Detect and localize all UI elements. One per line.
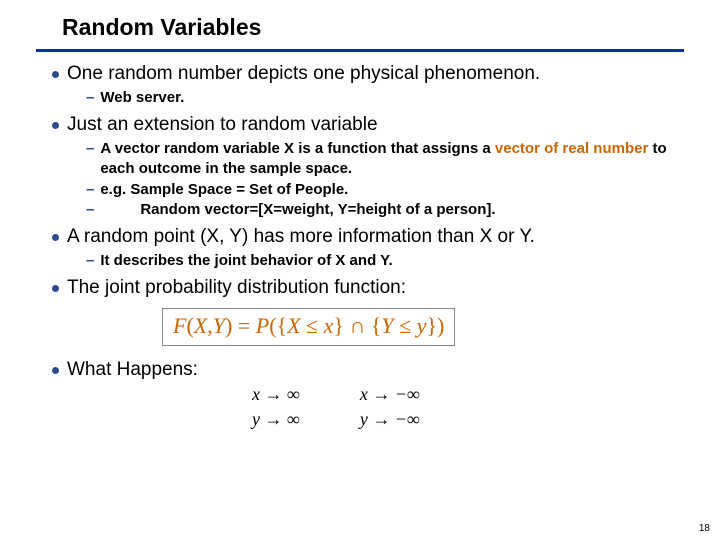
limit-x-pos: x → ∞ — [252, 384, 300, 405]
bullet-2-text: Just an extension to random variable — [67, 113, 378, 137]
dash-icon: – — [86, 88, 94, 108]
bullet-2-sub-1: – A vector random variable X is a functi… — [86, 139, 668, 178]
bullet-3-sub-1-text: It describes the joint behavior of X and… — [100, 251, 668, 271]
bullet-1-text: One random number depicts one physical p… — [67, 62, 540, 86]
bullet-1-sub-1: – Web server. — [86, 88, 668, 108]
bullet-2-sub-3-text: Random vector=[X=weight, Y=height of a p… — [100, 200, 495, 220]
limit-y-pos: y → ∞ — [252, 409, 300, 430]
dash-icon: – — [86, 200, 94, 220]
limit-y-neg: y → −∞ — [360, 409, 420, 430]
page-number: 18 — [699, 523, 710, 534]
limit-x-neg: x → −∞ — [360, 384, 420, 405]
bullet-2: Just an extension to random variable — [52, 113, 668, 137]
content-area: One random number depicts one physical p… — [0, 62, 720, 430]
b2s1-pre: A vector random variable X is a function… — [100, 140, 495, 157]
bullet-2-sub-2: – e.g. Sample Space = Set of People. — [86, 180, 668, 200]
bullet-4-text: The joint probability distribution funct… — [67, 276, 406, 300]
bullet-5: What Happens: — [52, 358, 668, 382]
title-wrap: Random Variables — [0, 0, 720, 45]
bullet-2-sub-1-text: A vector random variable X is a function… — [100, 139, 668, 178]
bullet-3: A random point (X, Y) has more informati… — [52, 225, 668, 249]
bullet-4: The joint probability distribution funct… — [52, 276, 668, 300]
dash-icon: – — [86, 139, 94, 159]
slide-title: Random Variables — [62, 14, 720, 41]
formula-text: F(X,Y) = P({X ≤ x} ∩ {Y ≤ y}) — [173, 313, 444, 338]
bullet-5-text: What Happens: — [67, 358, 198, 382]
slide: Random Variables One random number depic… — [0, 0, 720, 540]
limits-block: x → ∞ x → −∞ y → ∞ y → −∞ — [252, 384, 668, 430]
bullet-dot-icon — [52, 367, 59, 374]
bullet-1: One random number depicts one physical p… — [52, 62, 668, 86]
bullet-2-sub-3: – Random vector=[X=weight, Y=height of a… — [86, 200, 668, 220]
dash-icon: – — [86, 180, 94, 200]
bullet-3-text: A random point (X, Y) has more informati… — [67, 225, 535, 249]
bullet-2-sub-2-text: e.g. Sample Space = Set of People. — [100, 180, 668, 200]
b2s1-highlight: vector of real number — [495, 140, 648, 157]
bullet-1-sub-1-text: Web server. — [100, 88, 668, 108]
limits-row-2: y → ∞ y → −∞ — [252, 409, 668, 430]
bullet-dot-icon — [52, 285, 59, 292]
title-underline — [36, 49, 684, 52]
bullet-3-sub-1: – It describes the joint behavior of X a… — [86, 251, 668, 271]
bullet-dot-icon — [52, 234, 59, 241]
bullet-dot-icon — [52, 122, 59, 129]
limits-row-1: x → ∞ x → −∞ — [252, 384, 668, 405]
dash-icon: – — [86, 251, 94, 271]
formula-box: F(X,Y) = P({X ≤ x} ∩ {Y ≤ y}) — [162, 308, 455, 346]
bullet-dot-icon — [52, 71, 59, 78]
